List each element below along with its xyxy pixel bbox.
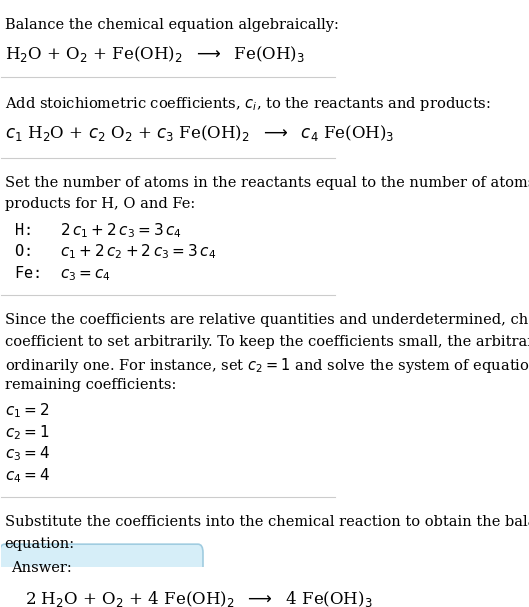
Text: O:   $c_1 + 2\,c_2 + 2\,c_3 = 3\,c_4$: O: $c_1 + 2\,c_2 + 2\,c_3 = 3\,c_4$ [5,243,216,261]
Text: Balance the chemical equation algebraically:: Balance the chemical equation algebraica… [5,18,339,32]
Text: Set the number of atoms in the reactants equal to the number of atoms in the: Set the number of atoms in the reactants… [5,175,529,190]
Text: Fe:  $c_3 = c_4$: Fe: $c_3 = c_4$ [5,264,111,283]
Text: $c_2 = 1$: $c_2 = 1$ [5,423,49,442]
Text: products for H, O and Fe:: products for H, O and Fe: [5,197,195,211]
Text: coefficient to set arbitrarily. To keep the coefficients small, the arbitrary va: coefficient to set arbitrarily. To keep … [5,334,529,349]
Text: $c_1$ H$_2$O + $c_2$ O$_2$ + $c_3$ Fe(OH)$_2$  $\longrightarrow$  $c_4$ Fe(OH)$_: $c_1$ H$_2$O + $c_2$ O$_2$ + $c_3$ Fe(OH… [5,123,394,143]
Text: Answer:: Answer: [12,561,72,575]
Text: H:   $2\,c_1 + 2\,c_3 = 3\,c_4$: H: $2\,c_1 + 2\,c_3 = 3\,c_4$ [5,221,181,240]
Text: H$_2$O + O$_2$ + Fe(OH)$_2$  $\longrightarrow$  Fe(OH)$_3$: H$_2$O + O$_2$ + Fe(OH)$_2$ $\longrighta… [5,44,305,64]
FancyBboxPatch shape [0,544,203,607]
Text: Substitute the coefficients into the chemical reaction to obtain the balanced: Substitute the coefficients into the che… [5,515,529,529]
Text: $c_1 = 2$: $c_1 = 2$ [5,402,49,420]
Text: Since the coefficients are relative quantities and underdetermined, choose a: Since the coefficients are relative quan… [5,313,529,327]
Text: $c_4 = 4$: $c_4 = 4$ [5,466,50,485]
Text: remaining coefficients:: remaining coefficients: [5,378,176,392]
Text: $c_3 = 4$: $c_3 = 4$ [5,444,50,463]
Text: equation:: equation: [5,537,75,551]
Text: Add stoichiometric coefficients, $c_i$, to the reactants and products:: Add stoichiometric coefficients, $c_i$, … [5,95,490,114]
Text: 2 H$_2$O + O$_2$ + 4 Fe(OH)$_2$  $\longrightarrow$  4 Fe(OH)$_3$: 2 H$_2$O + O$_2$ + 4 Fe(OH)$_2$ $\longri… [25,589,372,607]
Text: ordinarily one. For instance, set $c_2 = 1$ and solve the system of equations fo: ordinarily one. For instance, set $c_2 =… [5,356,529,375]
